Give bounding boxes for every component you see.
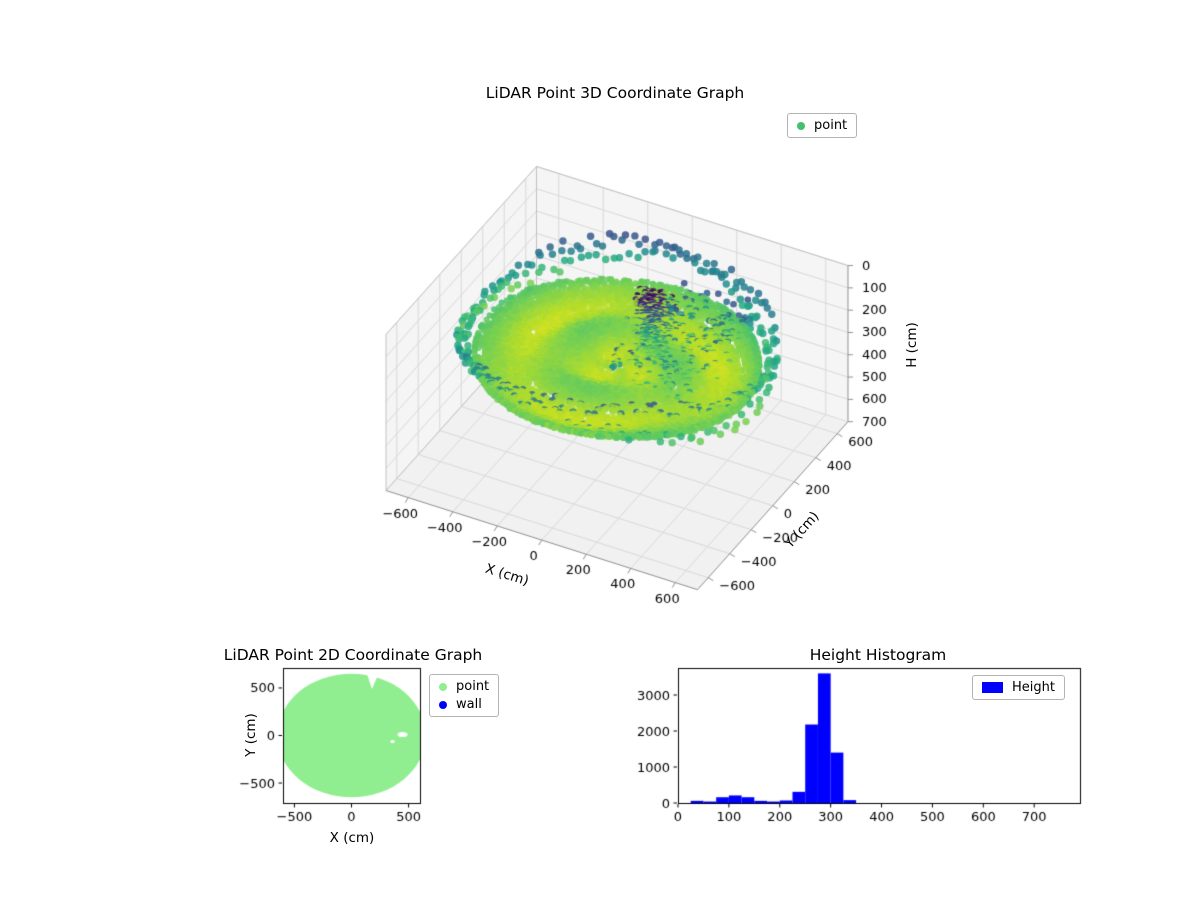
plot3d-legend: point [787,113,858,138]
plot2d-y-axis-label: Y (cm) [243,713,259,757]
plot2d-legend: point wall [429,674,500,717]
plot3d-h-axis-label: H (cm) [904,322,920,368]
legend-label-point: point [456,679,490,694]
point-marker-icon [439,682,447,691]
height-patch-icon [982,682,1003,693]
legend-entry-wall: wall [439,697,489,712]
point-marker-icon [797,121,805,130]
histogram-legend: Height [972,675,1065,700]
legend-entry-height: Height [982,680,1055,695]
legend-label-wall: wall [456,697,482,712]
plot2d-title: LiDAR Point 2D Coordinate Graph [223,646,483,664]
plot3d-title: LiDAR Point 3D Coordinate Graph [485,84,745,102]
wall-marker-icon [439,700,447,709]
plot2d-x-axis-label: X (cm) [329,830,375,846]
legend-entry-point: point [797,118,847,133]
legend-label-point: point [814,118,848,133]
legend-label-height: Height [1012,680,1055,695]
legend-entry-point: point [439,679,489,694]
histogram-title: Height Histogram [809,646,947,664]
